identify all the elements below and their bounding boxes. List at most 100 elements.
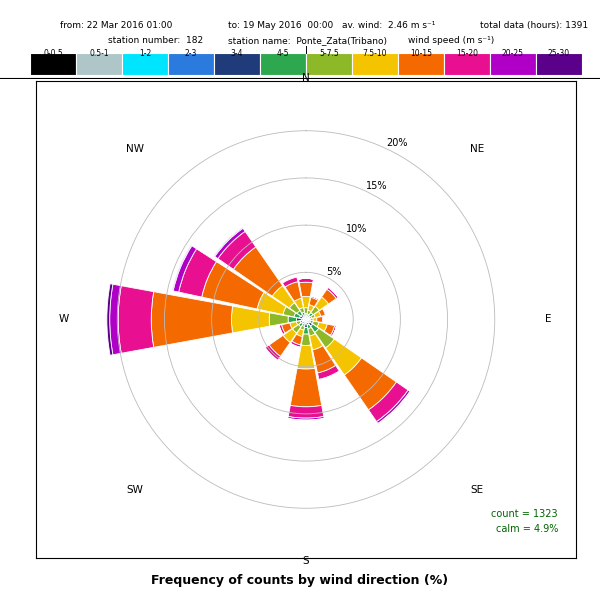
Bar (179, 249, 217, 297)
Bar (311, 296, 319, 301)
Bar (490, 53, 536, 75)
Bar (302, 296, 310, 308)
Bar (308, 328, 315, 336)
Bar (305, 322, 307, 324)
Bar (281, 323, 292, 333)
Text: from: 22 Mar 2016 01:00: from: 22 Mar 2016 01:00 (60, 21, 172, 30)
Bar (290, 343, 300, 347)
Bar (294, 313, 301, 318)
Bar (306, 320, 307, 321)
Bar (314, 311, 321, 317)
Text: 7.5-10: 7.5-10 (363, 49, 387, 58)
Bar (265, 345, 281, 360)
Bar (299, 282, 313, 297)
Bar (307, 320, 309, 321)
Bar (322, 289, 336, 304)
Bar (309, 316, 311, 319)
Bar (308, 319, 310, 320)
Text: station number:  182: station number: 182 (108, 36, 203, 45)
Bar (302, 321, 304, 324)
Bar (311, 324, 319, 332)
Bar (296, 318, 301, 321)
Bar (118, 286, 154, 353)
Bar (323, 308, 326, 316)
Bar (307, 324, 311, 329)
Bar (292, 334, 302, 345)
Bar (301, 314, 304, 317)
Bar (378, 391, 410, 424)
Text: av. wind:  2.46 m s⁻¹: av. wind: 2.46 m s⁻¹ (342, 21, 436, 30)
Bar (307, 318, 308, 319)
Bar (308, 320, 311, 322)
Bar (288, 416, 324, 420)
Bar (311, 318, 313, 321)
Bar (310, 334, 323, 350)
Bar (331, 326, 337, 337)
Bar (307, 317, 308, 319)
Bar (279, 325, 283, 335)
Bar (352, 53, 398, 75)
Bar (313, 346, 335, 373)
Bar (302, 312, 305, 316)
Bar (326, 339, 362, 375)
Bar (313, 321, 319, 326)
Bar (303, 317, 305, 319)
Bar (308, 316, 310, 318)
Bar (307, 310, 311, 315)
Bar (308, 305, 314, 311)
Text: 2-3: 2-3 (185, 49, 197, 58)
Bar (202, 262, 264, 309)
Bar (306, 53, 352, 75)
Bar (290, 368, 322, 407)
Bar (122, 53, 168, 75)
Bar (265, 347, 278, 361)
Bar (324, 324, 335, 335)
Bar (288, 406, 324, 418)
Bar (307, 316, 308, 317)
Text: 20-25: 20-25 (502, 49, 524, 58)
Bar (304, 315, 305, 317)
Bar (233, 247, 283, 296)
Bar (151, 292, 233, 347)
Bar (299, 278, 313, 283)
Text: calm = 4.9%: calm = 4.9% (496, 524, 558, 534)
Bar (305, 323, 307, 328)
Bar (289, 303, 300, 313)
Bar (269, 313, 289, 326)
Bar (300, 325, 305, 330)
Text: 25-30: 25-30 (548, 49, 570, 58)
Text: 10-15: 10-15 (410, 49, 432, 58)
Bar (307, 322, 309, 325)
Bar (305, 315, 307, 317)
Bar (172, 245, 192, 291)
Text: total data (hours): 1391: total data (hours): 1391 (480, 21, 588, 30)
Bar (269, 335, 290, 356)
Bar (304, 320, 306, 322)
Bar (303, 318, 305, 319)
Bar (168, 53, 214, 75)
Bar (76, 53, 122, 75)
Text: 0-0.5: 0-0.5 (43, 49, 63, 58)
Bar (305, 320, 307, 322)
Bar (279, 325, 285, 334)
Bar (288, 316, 297, 323)
Bar (398, 53, 444, 75)
Bar (296, 321, 301, 325)
Bar (377, 390, 410, 424)
Text: Frequency of counts by wind direction (%): Frequency of counts by wind direction (%… (151, 574, 449, 587)
Bar (290, 341, 301, 347)
Bar (304, 317, 306, 319)
Bar (306, 320, 308, 321)
Bar (294, 298, 304, 309)
Bar (304, 319, 305, 320)
Bar (311, 307, 319, 314)
Bar (305, 317, 307, 318)
Bar (304, 320, 305, 322)
Bar (297, 311, 302, 316)
Bar (30, 53, 76, 75)
Bar (319, 371, 340, 380)
Bar (302, 323, 305, 326)
Bar (308, 317, 310, 319)
Bar (304, 308, 308, 313)
Bar (283, 307, 296, 317)
